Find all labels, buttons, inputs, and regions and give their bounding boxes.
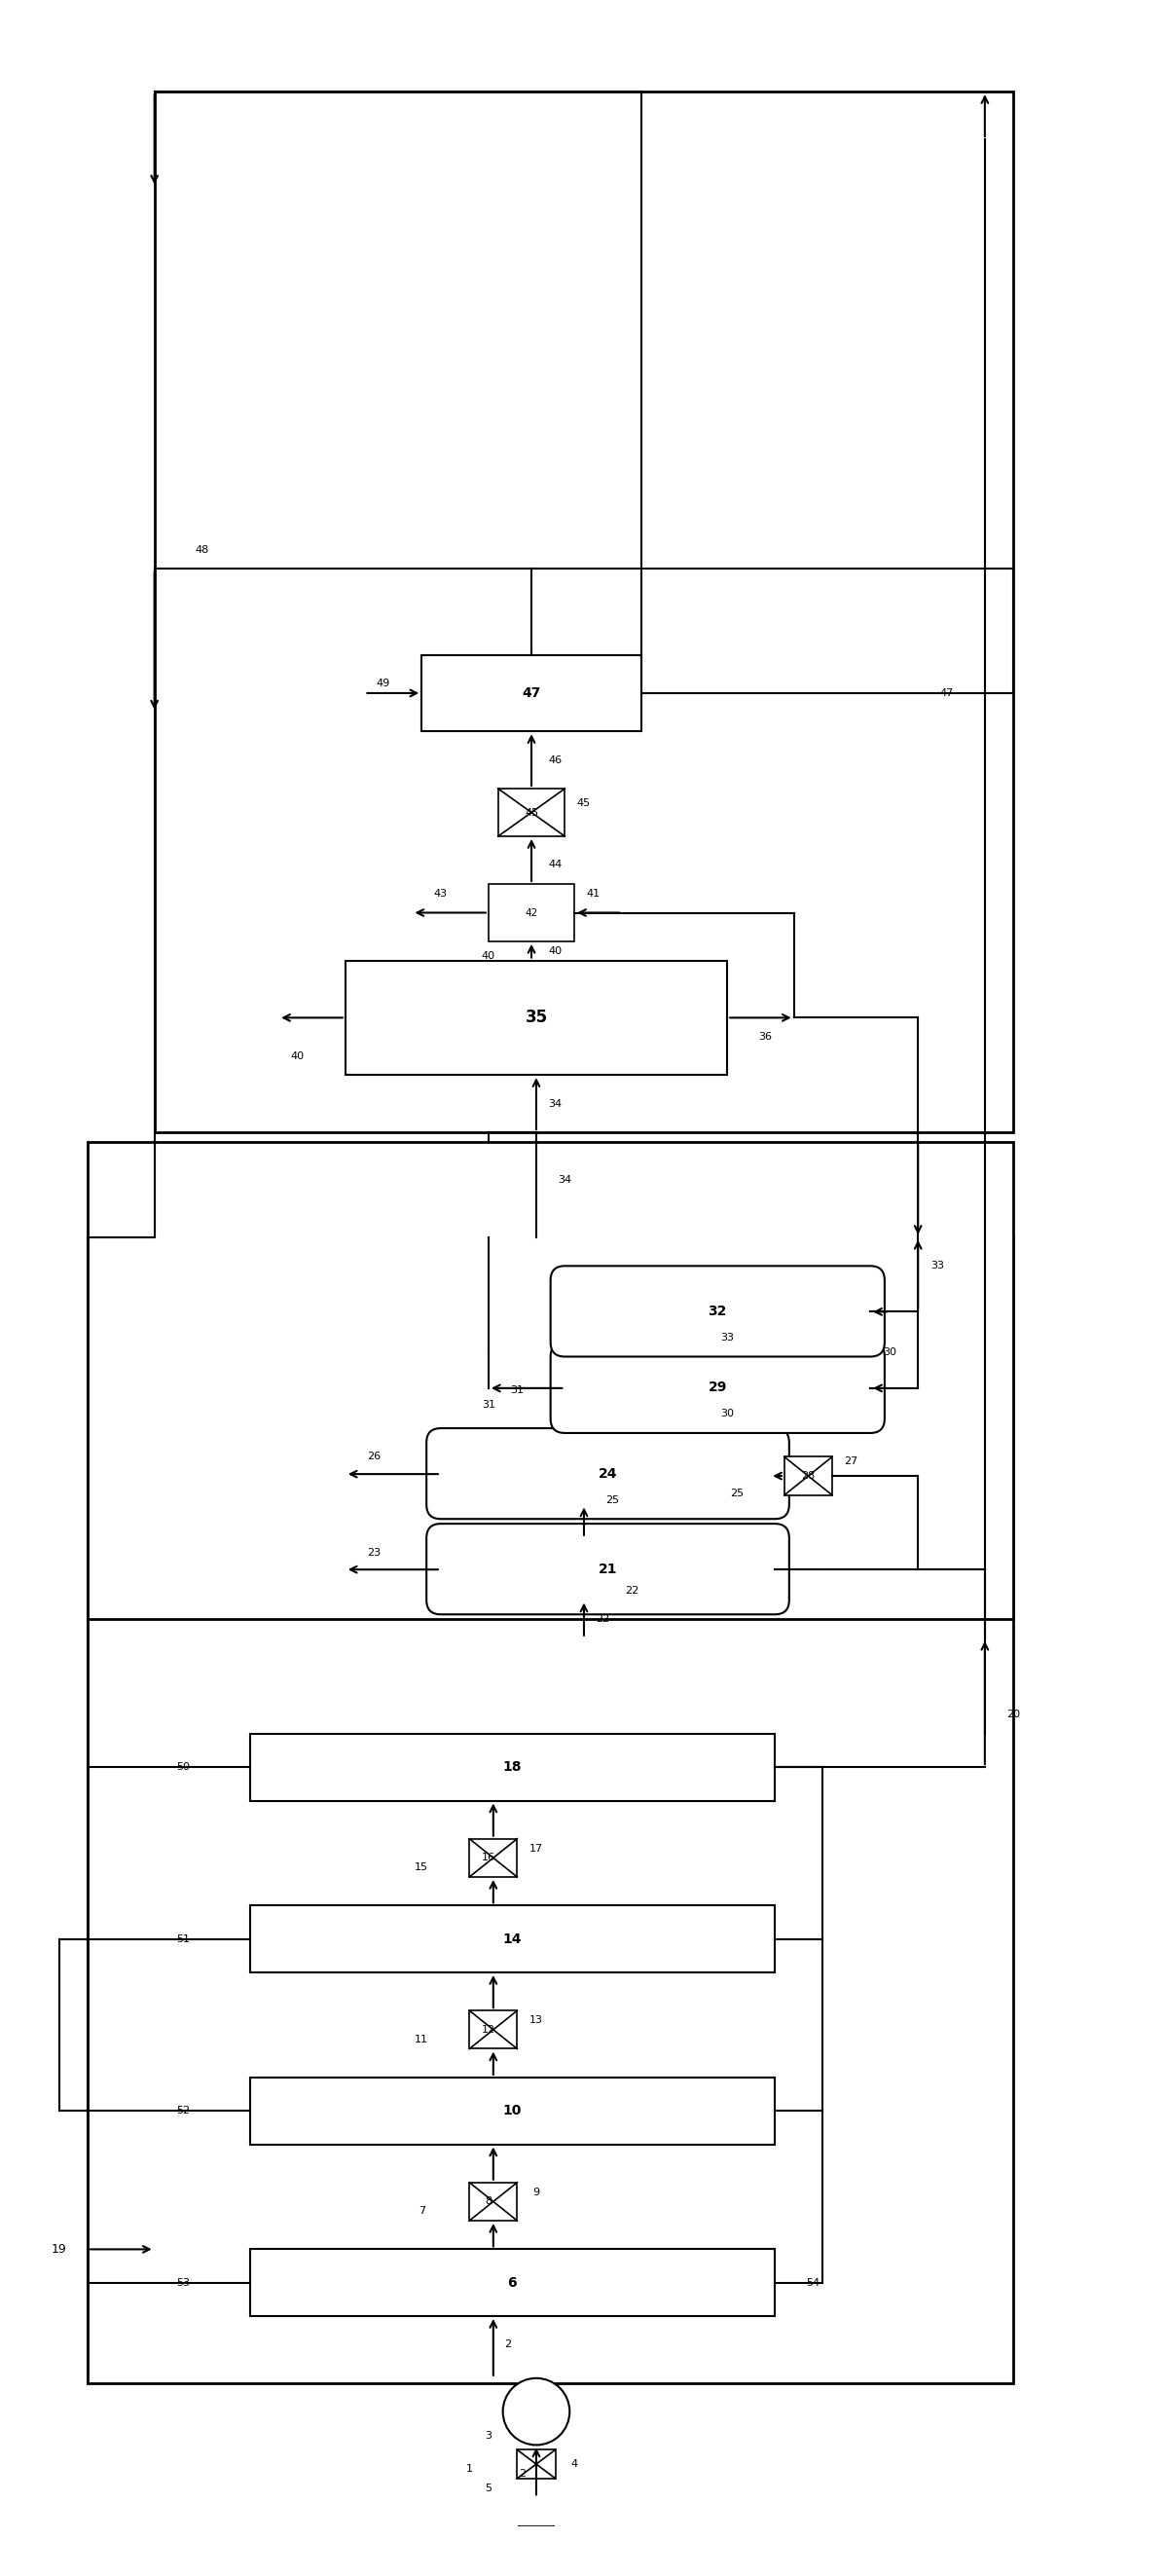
FancyBboxPatch shape bbox=[785, 1458, 833, 1494]
Text: 22: 22 bbox=[596, 1615, 610, 1623]
Text: 25: 25 bbox=[730, 1489, 744, 1499]
Text: 25: 25 bbox=[605, 1494, 619, 1504]
Text: 30: 30 bbox=[721, 1409, 733, 1419]
Text: 41: 41 bbox=[586, 889, 600, 899]
Text: 14: 14 bbox=[503, 1932, 522, 1945]
FancyBboxPatch shape bbox=[87, 1236, 1013, 2383]
Text: 47: 47 bbox=[940, 688, 954, 698]
Text: 50: 50 bbox=[176, 1762, 190, 1772]
Text: 31: 31 bbox=[511, 1386, 524, 1396]
Text: 15: 15 bbox=[415, 1862, 429, 1873]
FancyBboxPatch shape bbox=[427, 1427, 789, 1520]
Text: 31: 31 bbox=[482, 1399, 496, 1409]
FancyBboxPatch shape bbox=[470, 2012, 518, 2048]
Text: 20: 20 bbox=[1006, 1710, 1020, 1721]
Text: 12: 12 bbox=[482, 2025, 496, 2035]
Text: 13: 13 bbox=[529, 2014, 543, 2025]
FancyBboxPatch shape bbox=[427, 1525, 789, 1615]
Text: 29: 29 bbox=[708, 1381, 728, 1394]
FancyBboxPatch shape bbox=[250, 2076, 775, 2143]
FancyBboxPatch shape bbox=[422, 654, 641, 732]
FancyBboxPatch shape bbox=[250, 2249, 775, 2316]
FancyBboxPatch shape bbox=[250, 1906, 775, 1973]
Text: 9: 9 bbox=[533, 2187, 540, 2197]
Text: 45: 45 bbox=[525, 809, 539, 817]
Text: 51: 51 bbox=[176, 1935, 190, 1945]
Circle shape bbox=[503, 2378, 570, 2445]
FancyBboxPatch shape bbox=[470, 1839, 518, 1878]
Text: 45: 45 bbox=[577, 799, 591, 809]
Text: 28: 28 bbox=[801, 1471, 815, 1481]
Text: 24: 24 bbox=[598, 1466, 617, 1481]
FancyBboxPatch shape bbox=[250, 1734, 775, 1801]
Text: 34: 34 bbox=[559, 1175, 571, 1185]
Text: 7: 7 bbox=[419, 2205, 426, 2215]
FancyBboxPatch shape bbox=[470, 2182, 518, 2221]
Text: 22: 22 bbox=[625, 1587, 639, 1595]
Text: 53: 53 bbox=[176, 2277, 190, 2287]
Text: 33: 33 bbox=[721, 1332, 733, 1342]
FancyBboxPatch shape bbox=[518, 2450, 555, 2478]
Text: 23: 23 bbox=[367, 1548, 381, 1558]
Text: 35: 35 bbox=[525, 1010, 548, 1025]
FancyBboxPatch shape bbox=[489, 884, 575, 940]
Text: 10: 10 bbox=[503, 2105, 522, 2117]
Text: 30: 30 bbox=[883, 1347, 897, 1358]
Text: 32: 32 bbox=[708, 1303, 728, 1319]
Text: 27: 27 bbox=[844, 1458, 858, 1466]
Text: 40: 40 bbox=[548, 945, 562, 956]
Text: 49: 49 bbox=[377, 677, 391, 688]
Text: 46: 46 bbox=[548, 755, 562, 765]
Text: 6: 6 bbox=[507, 2275, 517, 2290]
Text: 4: 4 bbox=[571, 2460, 578, 2468]
Text: 2: 2 bbox=[519, 2468, 526, 2478]
Text: 17: 17 bbox=[529, 1844, 543, 1852]
Text: 40: 40 bbox=[290, 1051, 304, 1061]
Text: 33: 33 bbox=[930, 1262, 944, 1270]
Text: 52: 52 bbox=[176, 2107, 190, 2115]
Text: 21: 21 bbox=[598, 1561, 617, 1577]
FancyBboxPatch shape bbox=[519, 2527, 554, 2555]
FancyBboxPatch shape bbox=[498, 788, 564, 837]
Text: 16: 16 bbox=[482, 1852, 496, 1862]
Text: 48: 48 bbox=[195, 546, 209, 554]
Text: 43: 43 bbox=[434, 889, 448, 899]
Text: 19: 19 bbox=[51, 2244, 66, 2257]
FancyBboxPatch shape bbox=[345, 961, 728, 1074]
Text: 44: 44 bbox=[548, 860, 562, 871]
Text: 18: 18 bbox=[503, 1759, 522, 1775]
Text: 5: 5 bbox=[485, 2483, 492, 2494]
Text: 40: 40 bbox=[482, 951, 496, 961]
Text: 2: 2 bbox=[504, 2339, 511, 2349]
Text: 36: 36 bbox=[759, 1033, 772, 1041]
FancyBboxPatch shape bbox=[154, 93, 1013, 1133]
Text: 3: 3 bbox=[485, 2432, 492, 2439]
Text: 47: 47 bbox=[522, 685, 541, 701]
Text: 34: 34 bbox=[548, 1100, 562, 1108]
Text: 26: 26 bbox=[367, 1453, 381, 1461]
Text: 1: 1 bbox=[466, 2465, 473, 2473]
FancyBboxPatch shape bbox=[550, 1265, 885, 1358]
Text: 11: 11 bbox=[415, 2035, 429, 2045]
FancyBboxPatch shape bbox=[550, 1342, 885, 1432]
FancyBboxPatch shape bbox=[87, 1141, 1013, 1620]
Text: 54: 54 bbox=[806, 2277, 820, 2287]
Text: 42: 42 bbox=[525, 907, 538, 917]
Text: 8: 8 bbox=[485, 2197, 492, 2208]
